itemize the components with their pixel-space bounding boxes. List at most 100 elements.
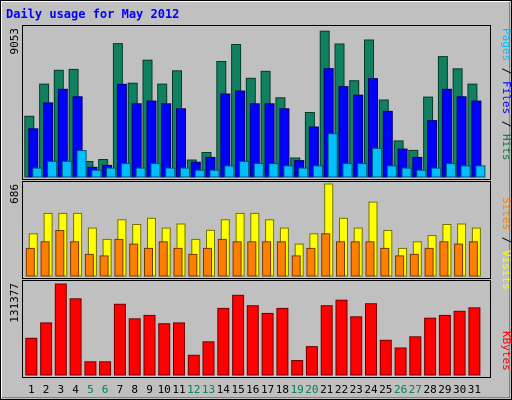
- kbytes-panel-bar-kbytes-day-7: [113, 303, 126, 376]
- hits-panel-bar-pages-day-25: [386, 165, 397, 178]
- hits-panel-bar-pages-day-13: [209, 169, 220, 178]
- day-label-29: 29: [438, 383, 451, 396]
- hits-panel-bar-pages-day-10: [165, 167, 176, 178]
- visits-panel-bar-sites-day-19: [291, 255, 301, 277]
- day-label-4: 4: [72, 383, 79, 396]
- hits-panel-bar-files-day-8: [131, 103, 142, 178]
- hits-panel-bar-pages-day-11: [180, 167, 190, 178]
- kbytes-panel-bar-kbytes-day-17: [261, 312, 274, 376]
- day-label-10: 10: [158, 383, 171, 396]
- hits-panel-max-label: 9053: [8, 28, 21, 55]
- kbytes-panel-bar-kbytes-day-5: [84, 361, 97, 376]
- hits-panel-bar-pages-day-28: [431, 167, 442, 178]
- day-label-1: 1: [28, 383, 35, 396]
- hits-panel-bar-pages-day-22: [342, 163, 353, 178]
- hits-bars: [24, 30, 486, 178]
- visits-panel-bar-sites-day-15: [232, 241, 242, 277]
- bottom-legend-part-0: KBytes: [500, 331, 512, 371]
- middle-legend-part-0: Sites: [500, 197, 512, 230]
- day-label-25: 25: [379, 383, 392, 396]
- visits-panel-bar-sites-day-21: [321, 233, 331, 277]
- kbytes-panel-bar-kbytes-day-1: [25, 337, 38, 376]
- hits-panel-frame: [22, 25, 491, 180]
- day-label-14: 14: [217, 383, 231, 396]
- kbytes-panel-legend: KBytes: [500, 331, 512, 371]
- visits-panel-bar-sites-day-3: [55, 230, 65, 277]
- visits-panel-frame: [22, 181, 491, 279]
- visits-panel-bar-sites-day-31: [468, 241, 478, 277]
- kbytes-panel-bar-kbytes-day-26: [394, 347, 407, 376]
- day-label-13: 13: [202, 383, 215, 396]
- hits-panel-bar-pages-day-19: [298, 167, 309, 178]
- visits-panel-bar-sites-day-1: [25, 247, 35, 277]
- hits-panel-bar-pages-day-29: [445, 163, 456, 178]
- hits-panel-bar-pages-day-12: [194, 169, 205, 178]
- kbytes-panel-bar-kbytes-day-15: [232, 294, 245, 376]
- day-label-22: 22: [335, 383, 348, 396]
- hits-panel-bar-pages-day-31: [475, 165, 486, 178]
- kbytes-panel-bar-kbytes-day-11: [173, 322, 185, 376]
- visits-panel-legend: Sites / Visits: [500, 197, 512, 290]
- hits-panel-bar-pages-day-20: [312, 165, 323, 178]
- visits-panel-bar-sites-day-28: [424, 247, 434, 277]
- visits-panel-bar-sites-day-27: [409, 253, 419, 277]
- day-label-16: 16: [246, 383, 259, 396]
- hits-panel-bar-files-day-7: [116, 83, 127, 178]
- top-legend-part-3: /: [500, 114, 512, 134]
- visits-panel-bar-sites-day-5: [84, 253, 94, 277]
- visits-panel-bar-sites-day-10: [158, 241, 168, 277]
- hits-panel-bar-files-day-14: [220, 93, 231, 178]
- hits-panel-bar-pages-day-23: [357, 163, 368, 178]
- visits-panel-bar-sites-day-12: [188, 253, 198, 277]
- visits-panel-bar-sites-day-13: [203, 247, 212, 277]
- hits-panel-bar-pages-day-16: [253, 163, 264, 178]
- middle-legend-part-1: /: [500, 230, 512, 250]
- top-legend-part-0: Pages: [500, 28, 512, 61]
- visits-panel-bar-sites-day-11: [173, 247, 183, 277]
- kbytes-panel-bar-kbytes-day-22: [335, 299, 348, 376]
- kbytes-panel-max-label: 131377: [8, 283, 21, 323]
- visits-panel-bar-sites-day-29: [439, 241, 449, 277]
- kbytes-panel-bar-kbytes-day-23: [350, 316, 363, 376]
- hits-panel-bar-pages-day-1: [32, 167, 43, 178]
- kbytes-panel-bar-kbytes-day-31: [468, 307, 481, 376]
- day-label-20: 20: [305, 383, 318, 396]
- visits-panel-bar-sites-day-6: [99, 255, 109, 277]
- visits-panel-bar-sites-day-16: [247, 241, 257, 277]
- visits-panel-bar-sites-day-23: [350, 241, 360, 277]
- visits-panel-bar-sites-day-2: [40, 241, 50, 277]
- visits-panel-bar-sites-day-7: [114, 238, 124, 277]
- hits-panel-bar-pages-day-21: [327, 133, 338, 178]
- hits-panel-bar-pages-day-2: [47, 160, 58, 178]
- kbytes-panel-bar-kbytes-day-27: [409, 336, 422, 376]
- day-label-17: 17: [261, 383, 274, 396]
- kbytes-panel-bar-kbytes-day-6: [99, 361, 112, 376]
- visits-panel-bar-sites-day-17: [262, 241, 272, 277]
- kbytes-panel-bar-kbytes-day-4: [69, 298, 82, 376]
- hits-panel-bar-files-day-10: [161, 103, 172, 178]
- day-label-21: 21: [320, 383, 333, 396]
- hits-panel-legend: Pages / Files / Hits: [500, 28, 512, 161]
- hits-panel-bar-pages-day-26: [401, 167, 412, 178]
- hits-panel-bar-pages-day-9: [150, 163, 161, 178]
- day-label-27: 27: [409, 383, 422, 396]
- visits-panel-bar-sites-day-24: [365, 241, 375, 277]
- kbytes-panel-bar-kbytes-day-20: [305, 346, 318, 376]
- kbytes-panel-bar-kbytes-day-8: [128, 318, 141, 376]
- kbytes-panel-bar-kbytes-day-2: [40, 322, 53, 376]
- kbytes-panel-bar-kbytes-day-10: [158, 323, 171, 376]
- day-label-6: 6: [102, 383, 109, 396]
- top-legend-part-4: Hits: [500, 134, 512, 161]
- top-legend-part-1: /: [500, 61, 512, 81]
- kbytes-panel-bar-kbytes-day-18: [276, 307, 289, 376]
- day-labels: 1 2 3 4 5 6 7 8 9 10 11 12 13 14 15 16 17 18 19 20 21 22 23 24 2…: [28, 383, 481, 396]
- day-label-30: 30: [453, 383, 466, 396]
- hits-panel-bar-pages-day-15: [239, 160, 250, 178]
- hits-panel-bar-pages-day-14: [224, 165, 235, 178]
- day-label-28: 28: [423, 383, 436, 396]
- day-label-11: 11: [172, 383, 185, 396]
- kbytes-panel-bar-kbytes-day-28: [424, 317, 437, 376]
- hits-panel-bar-pages-day-3: [61, 160, 72, 178]
- visits-panel-bar-sites-day-18: [276, 241, 286, 277]
